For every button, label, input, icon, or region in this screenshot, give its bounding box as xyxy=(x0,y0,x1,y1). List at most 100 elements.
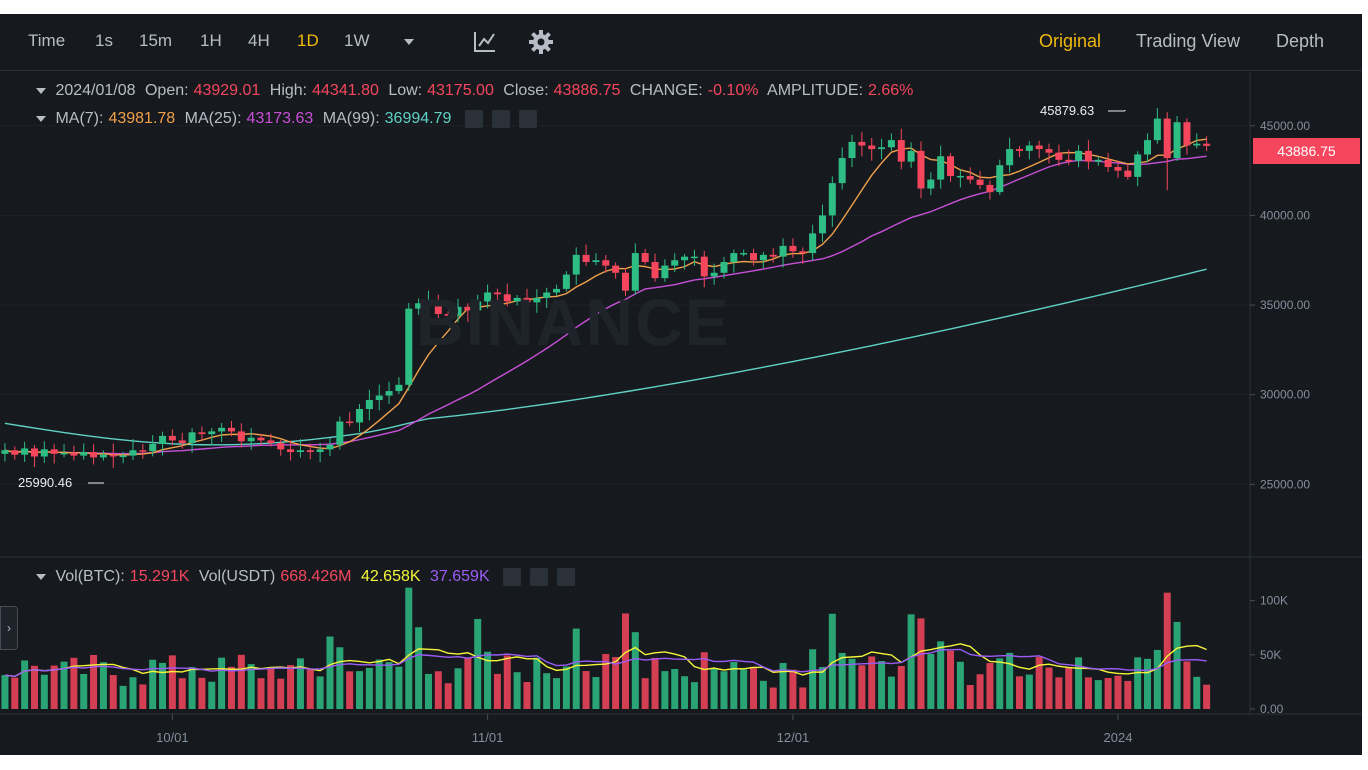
volume-bar xyxy=(247,664,255,709)
volume-bar xyxy=(740,669,748,709)
volume-tick-label: 100K xyxy=(1260,594,1288,608)
candle-body xyxy=(99,454,107,458)
candle-body xyxy=(257,437,265,441)
candle-body xyxy=(1065,159,1073,162)
candle-body xyxy=(464,306,472,311)
candle-body xyxy=(385,391,393,396)
amplitude-label: AMPLITUDE: xyxy=(767,82,864,99)
volume-ma-line xyxy=(4,643,1207,678)
candle-body xyxy=(474,301,482,311)
view-depth[interactable]: Depth xyxy=(1276,31,1325,51)
view-original[interactable]: Original xyxy=(1039,31,1102,51)
volume-bar xyxy=(296,658,304,709)
gear-icon[interactable] xyxy=(528,29,554,55)
volume-bar xyxy=(365,667,373,709)
settings-icon[interactable] xyxy=(491,110,510,128)
volume-bar xyxy=(1124,680,1132,709)
indicator-chart-icon[interactable] xyxy=(472,29,498,55)
volume-info-row: Vol(BTC): 15.291K Vol(USDT) 668.426M 42.65… xyxy=(36,568,580,586)
volume-bar xyxy=(1183,661,1191,709)
volume-bar xyxy=(454,668,462,709)
volume-bar xyxy=(168,655,176,709)
volume-bar xyxy=(681,676,689,709)
volume-bar xyxy=(1065,667,1073,709)
volume-bar xyxy=(405,587,413,709)
volume-bar xyxy=(395,666,403,709)
candle-body xyxy=(887,140,895,148)
candle-body xyxy=(188,432,196,444)
volume-bar xyxy=(21,660,29,709)
candlestick-chart[interactable]: 45000.00 40000.00 35000.00 30000.00 25000.00… xyxy=(0,14,1362,755)
volume-bar xyxy=(30,665,38,709)
candle-body xyxy=(405,308,413,385)
volume-bar xyxy=(651,657,659,709)
candle-body xyxy=(80,452,88,456)
candle-body xyxy=(129,450,137,456)
ma7-value: 43981.78 xyxy=(108,110,176,128)
candle-body xyxy=(1114,167,1122,171)
volume-bar xyxy=(178,678,186,709)
candle-body xyxy=(503,294,511,302)
interval-1d[interactable]: 1D xyxy=(297,31,319,50)
candle-body xyxy=(139,450,147,452)
interval-1w[interactable]: 1W xyxy=(344,31,370,50)
volume-bar xyxy=(1193,676,1201,709)
eye-icon[interactable] xyxy=(503,568,522,586)
candle-body xyxy=(365,400,373,410)
volume-bar xyxy=(139,684,147,709)
volume-bar xyxy=(690,682,698,709)
volume-bar xyxy=(99,662,107,709)
x-tick-label: 11/01 xyxy=(472,730,504,745)
volume-bar xyxy=(838,652,846,709)
close-icon[interactable] xyxy=(557,568,576,586)
interval-15m[interactable]: 15m xyxy=(139,31,173,50)
volume-bar xyxy=(40,674,48,709)
volume-bar xyxy=(986,663,994,709)
chevron-down-icon[interactable] xyxy=(404,39,414,45)
candle-body xyxy=(1035,145,1043,150)
eye-icon[interactable] xyxy=(464,110,483,128)
vol-btc-label: Vol(BTC): xyxy=(55,568,125,586)
volume-bar xyxy=(326,636,334,709)
candle-body xyxy=(838,158,846,184)
candle-body xyxy=(336,421,344,445)
close-icon[interactable] xyxy=(518,110,537,128)
volume-bar xyxy=(346,671,354,709)
volume-bar xyxy=(149,659,157,709)
volume-bar xyxy=(1163,592,1171,709)
interval-4h[interactable]: 4H xyxy=(248,31,270,50)
interval-time[interactable]: Time xyxy=(28,31,66,50)
volume-bar xyxy=(434,671,442,709)
candle-body xyxy=(720,262,728,273)
volume-bar xyxy=(602,654,610,709)
candle-body xyxy=(868,145,876,150)
candle-body xyxy=(1183,122,1191,146)
collapse-caret-icon[interactable] xyxy=(36,116,46,122)
volume-bar xyxy=(109,675,117,709)
candle-body xyxy=(277,443,285,450)
interval-1h[interactable]: 1H xyxy=(200,31,222,50)
expand-panel-handle[interactable]: › xyxy=(0,606,18,650)
volume-bar xyxy=(444,683,452,709)
candle-body xyxy=(306,450,314,453)
volume-bar xyxy=(1035,656,1043,709)
x-tick-label: 10/01 xyxy=(156,730,189,745)
candle-body xyxy=(1193,143,1201,146)
view-trading-view[interactable]: Trading View xyxy=(1136,31,1241,51)
x-tick-label: 2024 xyxy=(1104,730,1133,745)
candle-body xyxy=(907,150,915,162)
settings-icon[interactable] xyxy=(530,568,549,586)
collapse-caret-icon[interactable] xyxy=(36,574,46,580)
collapse-caret-icon[interactable] xyxy=(36,87,46,94)
vol-ma1-value: 42.658K xyxy=(360,568,421,586)
candle-body xyxy=(612,265,620,273)
trading-chart-app: Time 1s 15m 1H 4H 1D 1W Original Trading… xyxy=(0,14,1362,755)
candle-body xyxy=(1084,150,1092,162)
volume-bar xyxy=(1025,674,1033,709)
volume-bar xyxy=(90,654,98,709)
candle-body xyxy=(966,175,974,180)
volume-bar xyxy=(750,666,758,709)
candle-body xyxy=(227,427,235,432)
candle-body xyxy=(444,314,452,316)
interval-1s[interactable]: 1s xyxy=(95,31,113,50)
